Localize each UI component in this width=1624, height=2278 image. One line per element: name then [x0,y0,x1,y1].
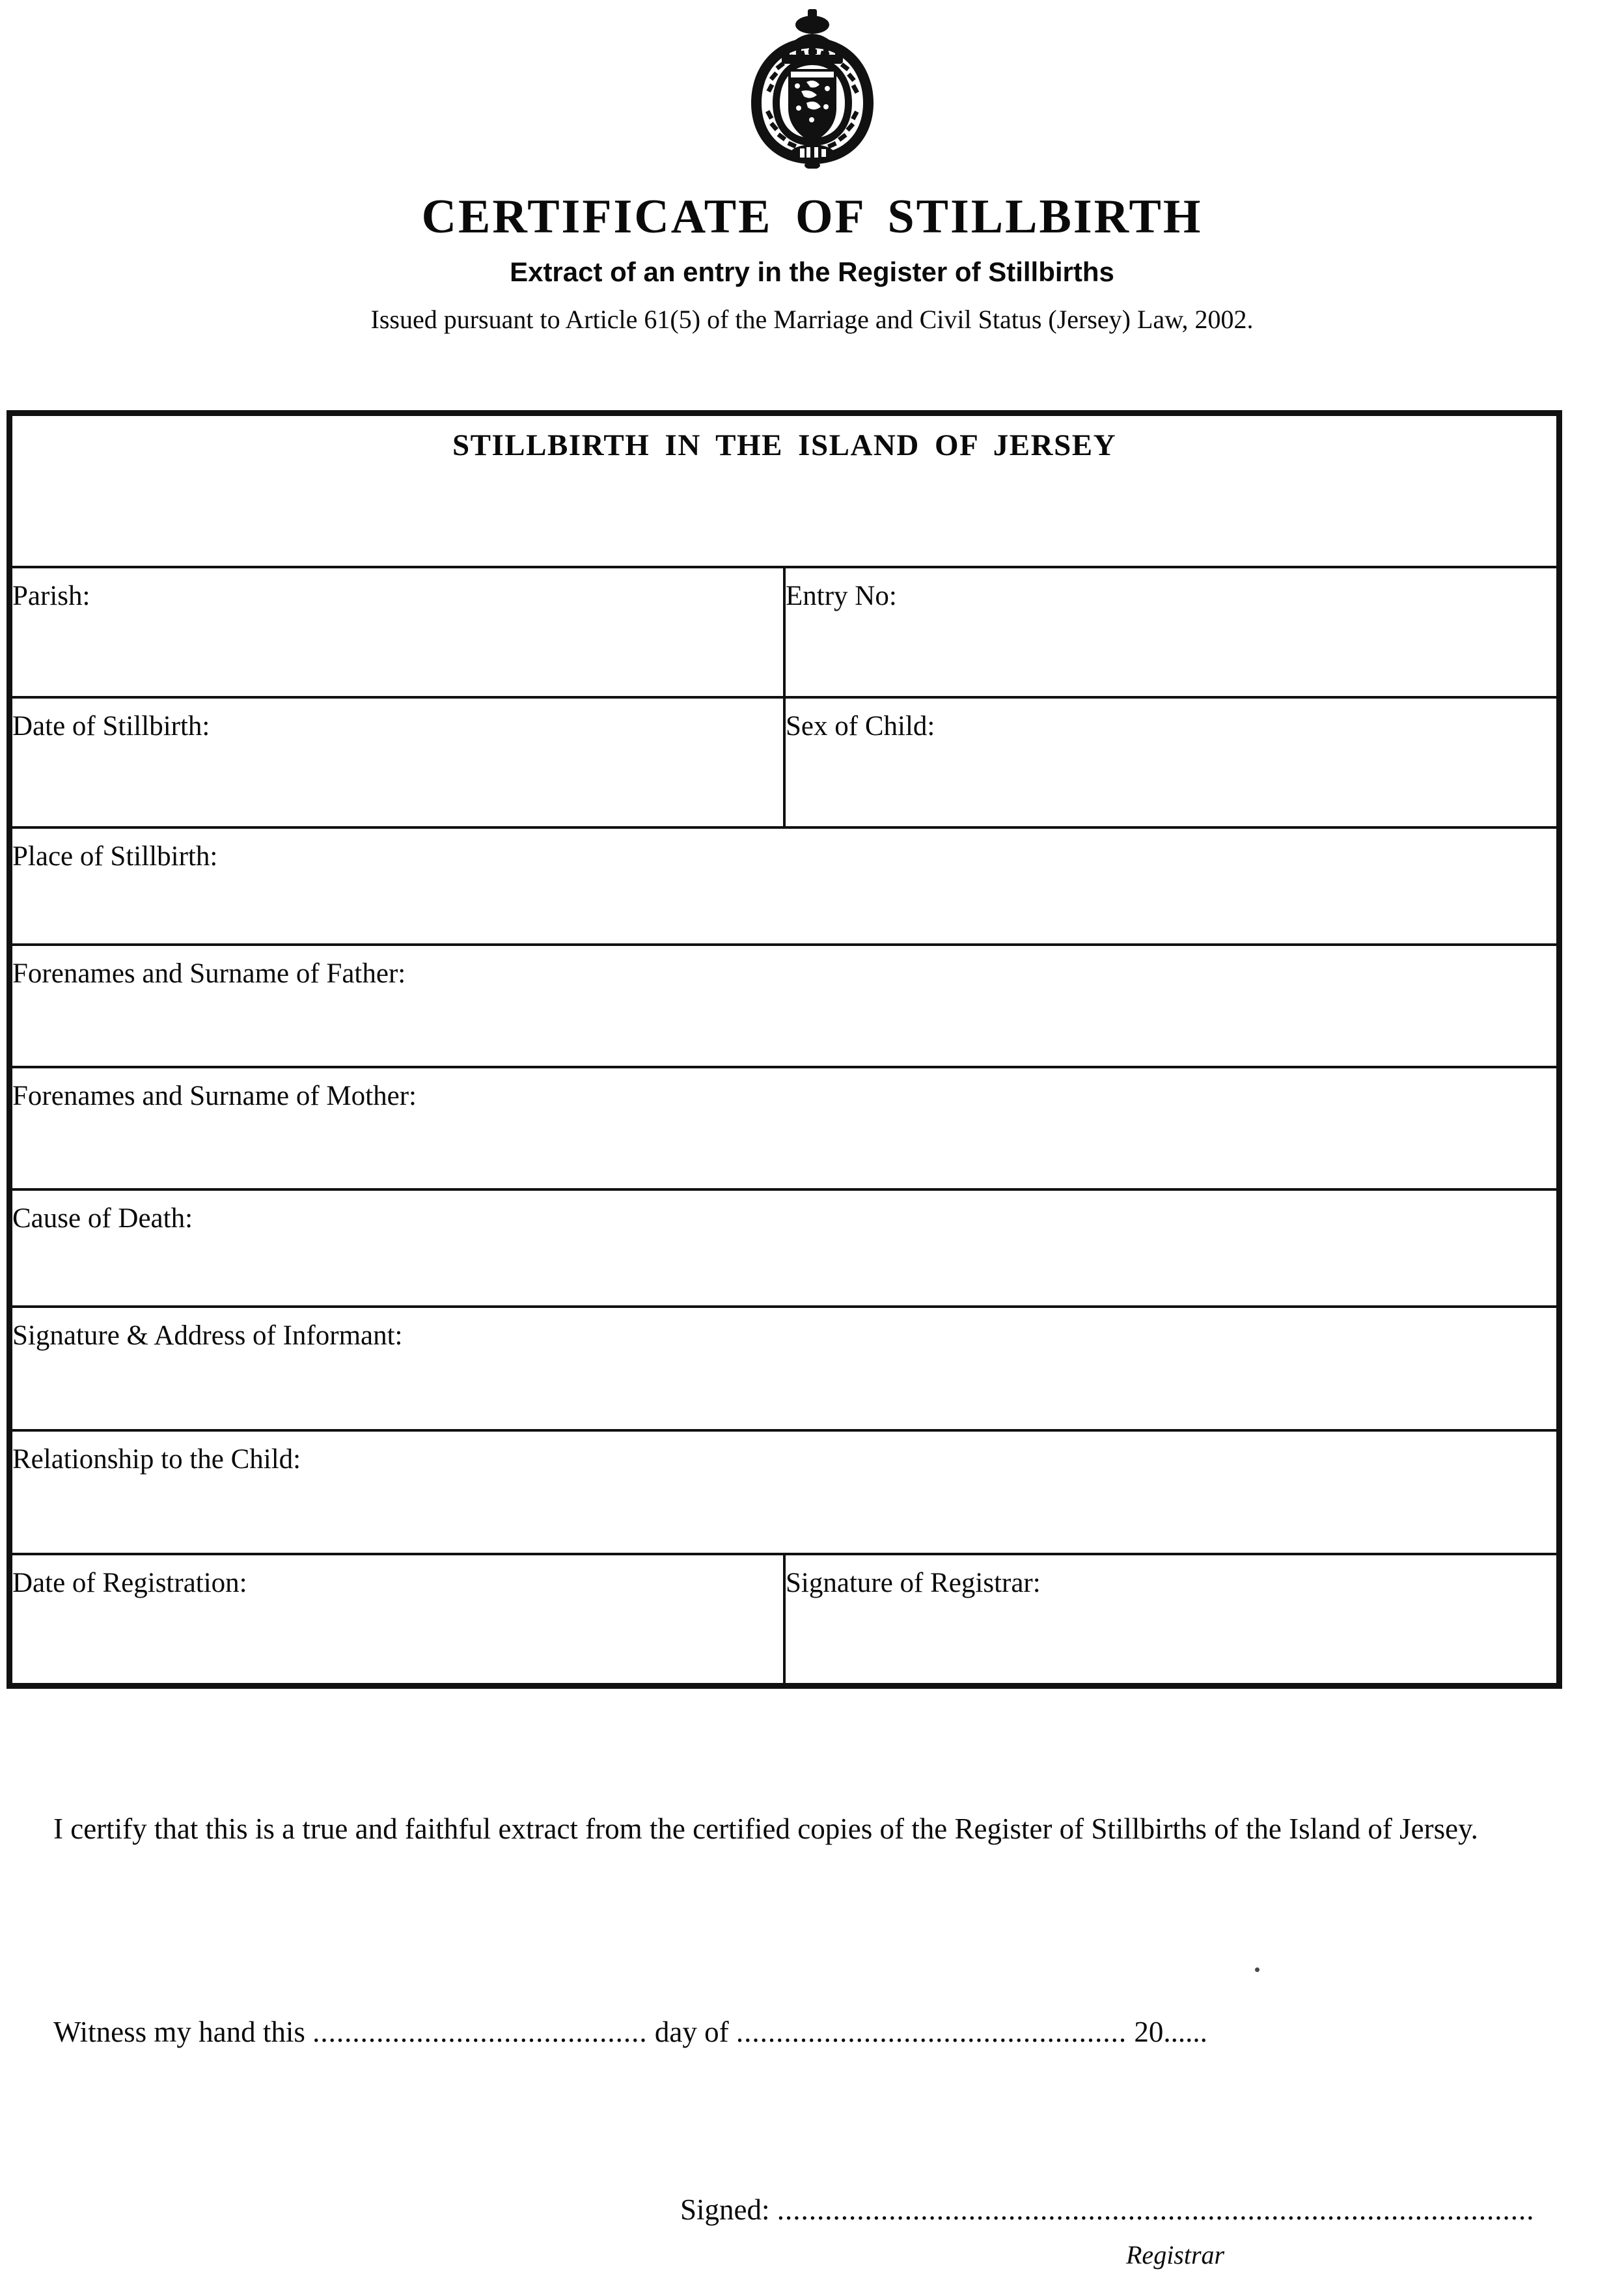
certification-paragraph: I certify that this is a true and faithf… [53,1813,1478,1845]
field-mother-name[interactable]: Forenames and Surname of Mother: [10,1066,1559,1191]
table-heading-row: STILLBIRTH IN THE ISLAND OF JERSEY [10,413,1559,568]
signed-line: Signed: ................................… [680,2193,1535,2227]
field-father-name[interactable]: Forenames and Surname of Father: [10,943,1559,1068]
signature-blank[interactable]: ........................................… [777,2193,1535,2226]
table-heading-text: STILLBIRTH IN THE ISLAND OF JERSEY [452,428,1117,462]
field-date-of-stillbirth[interactable]: Date of Stillbirth: [10,696,786,829]
field-date-of-registration[interactable]: Date of Registration: [10,1553,786,1686]
table-row: Cause of Death: [10,1188,1559,1308]
witness-day-of-text: day of [654,2016,729,2048]
field-cause-of-death[interactable]: Cause of Death: [10,1188,1559,1308]
witness-year-blank[interactable]: 20...... [1134,2016,1207,2048]
table-row: Forenames and Surname of Mother: [10,1066,1559,1191]
title-block: CERTIFICATE OF STILLBIRTH Extract of an … [0,190,1624,334]
royal-crest-seal-icon [744,9,881,169]
table-heading-cell: STILLBIRTH IN THE ISLAND OF JERSEY [10,413,1559,568]
page-title: CERTIFICATE OF STILLBIRTH [421,190,1203,243]
table-row: Forenames and Surname of Father: [10,943,1559,1068]
witness-line: Witness my hand this ...................… [53,2015,1515,2049]
crest-container [0,9,1624,169]
field-place-of-stillbirth[interactable]: Place of Stillbirth: [10,826,1559,946]
law-reference-line: Issued pursuant to Article 61(5) of the … [370,304,1254,334]
table-row: Parish: Entry No: [10,566,1559,699]
registrar-caption: Registrar [1126,2240,1225,2270]
field-signature-of-registrar[interactable]: Signature of Registrar: [783,1553,1559,1686]
table-row: Date of Stillbirth: Sex of Child: [10,696,1559,829]
field-relationship-to-child[interactable]: Relationship to the Child: [10,1429,1559,1555]
field-informant-signature-address[interactable]: Signature & Address of Informant: [10,1305,1559,1432]
table-row: Relationship to the Child: [10,1429,1559,1555]
signed-label: Signed: [680,2193,770,2226]
field-sex-of-child[interactable]: Sex of Child: [783,696,1559,829]
witness-day-blank[interactable]: ........................................… [312,2016,648,2048]
table-row: Date of Registration: Signature of Regis… [10,1553,1559,1686]
witness-month-blank[interactable]: ........................................… [736,2016,1127,2048]
table-row: Place of Stillbirth: [10,826,1559,946]
field-parish[interactable]: Parish: [10,566,786,699]
page-subtitle: Extract of an entry in the Register of S… [510,256,1114,287]
field-entry-no[interactable]: Entry No: [783,566,1559,699]
table-row: Signature & Address of Informant: [10,1305,1559,1432]
witness-prefix-text: Witness my hand this [53,2016,305,2048]
scan-speck-artifact [1255,1967,1259,1972]
certificate-table: STILLBIRTH IN THE ISLAND OF JERSEY Paris… [7,410,1562,1689]
